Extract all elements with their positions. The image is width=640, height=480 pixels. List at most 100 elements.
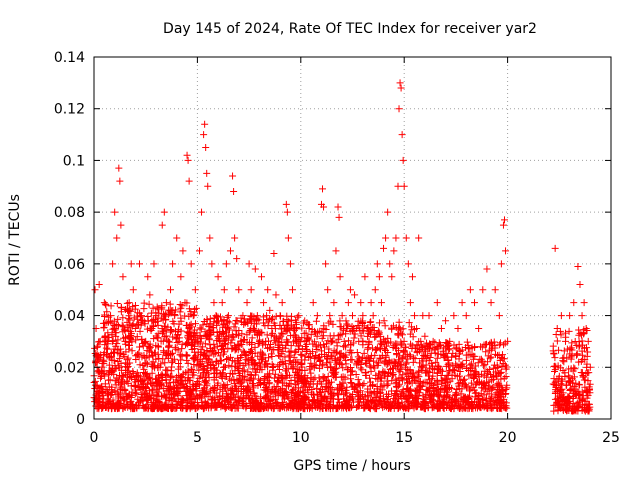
data-point (261, 322, 269, 330)
data-point (386, 402, 394, 410)
data-point (112, 342, 120, 350)
data-point (355, 392, 363, 400)
data-point (192, 304, 200, 312)
data-point (383, 342, 391, 350)
data-point (164, 337, 172, 345)
data-point (168, 363, 176, 371)
data-point (187, 342, 195, 350)
data-point (584, 337, 592, 345)
data-point (238, 398, 246, 406)
data-point (411, 396, 419, 404)
data-point (270, 250, 278, 258)
data-point (235, 360, 243, 368)
data-point (171, 327, 179, 335)
data-point (585, 407, 593, 415)
data-point (563, 381, 571, 389)
data-point (500, 341, 508, 349)
data-point (289, 286, 297, 294)
data-point (345, 337, 353, 345)
data-point (293, 337, 301, 345)
data-point (311, 329, 319, 337)
data-point (352, 370, 360, 378)
data-point (558, 395, 566, 403)
data-point (189, 385, 197, 393)
data-point (204, 182, 212, 190)
data-point (586, 363, 594, 371)
data-point (433, 390, 441, 398)
data-point (135, 343, 143, 351)
data-point (498, 401, 506, 409)
data-point (313, 384, 321, 392)
data-point (566, 312, 574, 320)
data-point (315, 400, 323, 408)
data-point (348, 367, 356, 375)
data-point (304, 321, 312, 329)
data-point (323, 340, 331, 348)
data-point (440, 344, 448, 352)
data-point (284, 234, 292, 242)
data-point (561, 329, 569, 337)
data-point (211, 349, 219, 357)
data-point (397, 84, 405, 92)
data-point (280, 317, 288, 325)
data-point (336, 331, 344, 339)
data-point (329, 320, 337, 328)
data-point (248, 398, 256, 406)
data-point (137, 317, 145, 325)
data-point (310, 391, 318, 399)
plot-frame (93, 56, 612, 420)
data-point (117, 221, 125, 229)
data-point (355, 401, 363, 409)
data-point (394, 362, 402, 370)
data-point (418, 364, 426, 372)
y-tick-label: 0.14 (54, 50, 85, 66)
data-point (357, 332, 365, 340)
data-point (116, 350, 124, 358)
data-point (355, 337, 363, 345)
data-point (406, 392, 414, 400)
data-point (126, 334, 134, 342)
data-point (244, 382, 252, 390)
data-point (414, 379, 422, 387)
data-point (184, 397, 192, 405)
data-point (268, 314, 276, 322)
data-point (244, 355, 252, 363)
data-point (207, 330, 215, 338)
data-point (275, 361, 283, 369)
data-point (171, 312, 179, 320)
data-point (291, 384, 299, 392)
data-point (119, 385, 127, 393)
data-point (407, 340, 415, 348)
data-point (146, 340, 154, 348)
data-point (344, 321, 352, 329)
data-point (240, 366, 248, 374)
data-point (129, 320, 137, 328)
data-point (405, 319, 413, 327)
data-point (307, 331, 315, 339)
data-point (359, 319, 367, 327)
data-point (212, 312, 220, 320)
data-point (200, 131, 208, 139)
data-point (100, 323, 108, 331)
data-point (102, 344, 110, 352)
data-point (232, 327, 240, 335)
data-point (349, 312, 356, 320)
data-point (104, 376, 112, 384)
data-point (454, 400, 462, 408)
data-point (341, 341, 349, 349)
data-point (230, 187, 238, 195)
data-point (264, 386, 272, 394)
data-point (118, 321, 126, 329)
data-point (295, 312, 303, 320)
data-point (97, 383, 105, 391)
data-point (365, 337, 373, 345)
data-point (334, 203, 342, 211)
data-point (230, 401, 238, 409)
data-point (318, 404, 326, 412)
data-point (287, 323, 295, 331)
data-point (425, 385, 433, 393)
data-point (322, 260, 330, 268)
data-point (243, 402, 251, 410)
axis-ticks: 0 5 10 15 20 25 0 0.02 0.04 0.06 0.08 0.1 0.12 0.14 (54, 50, 620, 446)
data-point (457, 390, 465, 398)
